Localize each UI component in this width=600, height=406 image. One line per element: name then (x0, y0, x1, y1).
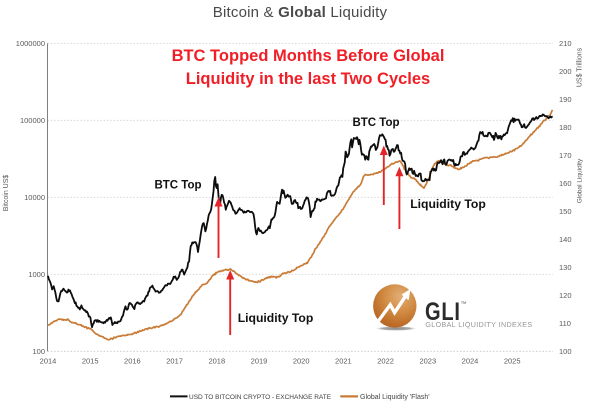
svg-text:140: 140 (559, 235, 572, 244)
svg-text:US$ Trillions: US$ Trillions (577, 47, 584, 87)
svg-text:2025: 2025 (504, 357, 521, 366)
svg-text:USD TO BITCOIN CRYPTO - EXCHAN: USD TO BITCOIN CRYPTO - EXCHANGE RATE (189, 394, 332, 401)
svg-text:10000: 10000 (24, 193, 45, 202)
svg-text:2016: 2016 (124, 357, 141, 366)
svg-text:130: 130 (559, 263, 572, 272)
svg-text:120: 120 (559, 291, 572, 300)
svg-text:170: 170 (559, 151, 572, 160)
svg-text:GLI: GLI (425, 296, 461, 325)
svg-text:Global Liquidity: Global Liquidity (577, 158, 584, 203)
svg-text:2019: 2019 (251, 357, 268, 366)
svg-text:100000: 100000 (20, 116, 45, 125)
svg-text:190: 190 (559, 95, 572, 104)
svg-text:2020: 2020 (293, 357, 310, 366)
svg-text:Global Liquidity 'Flash': Global Liquidity 'Flash' (360, 394, 430, 401)
svg-text:Liquidity Top: Liquidity Top (238, 311, 314, 325)
svg-text:210: 210 (559, 39, 572, 48)
svg-text:2024: 2024 (462, 357, 479, 366)
svg-text:2014: 2014 (40, 357, 57, 366)
svg-text:2022: 2022 (377, 357, 394, 366)
svg-text:2018: 2018 (208, 357, 225, 366)
svg-text:Liquidity Top: Liquidity Top (410, 197, 486, 211)
svg-text:200: 200 (559, 67, 572, 76)
svg-text:180: 180 (559, 123, 572, 132)
svg-text:™: ™ (461, 301, 467, 308)
svg-text:2015: 2015 (82, 357, 99, 366)
svg-text:100: 100 (559, 347, 572, 356)
svg-text:2017: 2017 (166, 357, 183, 366)
svg-text:Bitcoin US$: Bitcoin US$ (3, 175, 10, 212)
svg-text:GLOBAL LIQUIDITY INDEXES: GLOBAL LIQUIDITY INDEXES (425, 320, 532, 329)
svg-text:1000000: 1000000 (16, 39, 45, 48)
svg-text:100: 100 (32, 347, 45, 356)
svg-text:110: 110 (559, 319, 571, 328)
svg-text:2021: 2021 (335, 357, 352, 366)
svg-text:1000: 1000 (28, 270, 45, 279)
svg-text:150: 150 (559, 207, 572, 216)
svg-text:BTC Top: BTC Top (352, 117, 399, 129)
svg-text:BTC Top: BTC Top (154, 180, 201, 192)
svg-text:160: 160 (559, 179, 572, 188)
svg-text:2023: 2023 (419, 357, 436, 366)
